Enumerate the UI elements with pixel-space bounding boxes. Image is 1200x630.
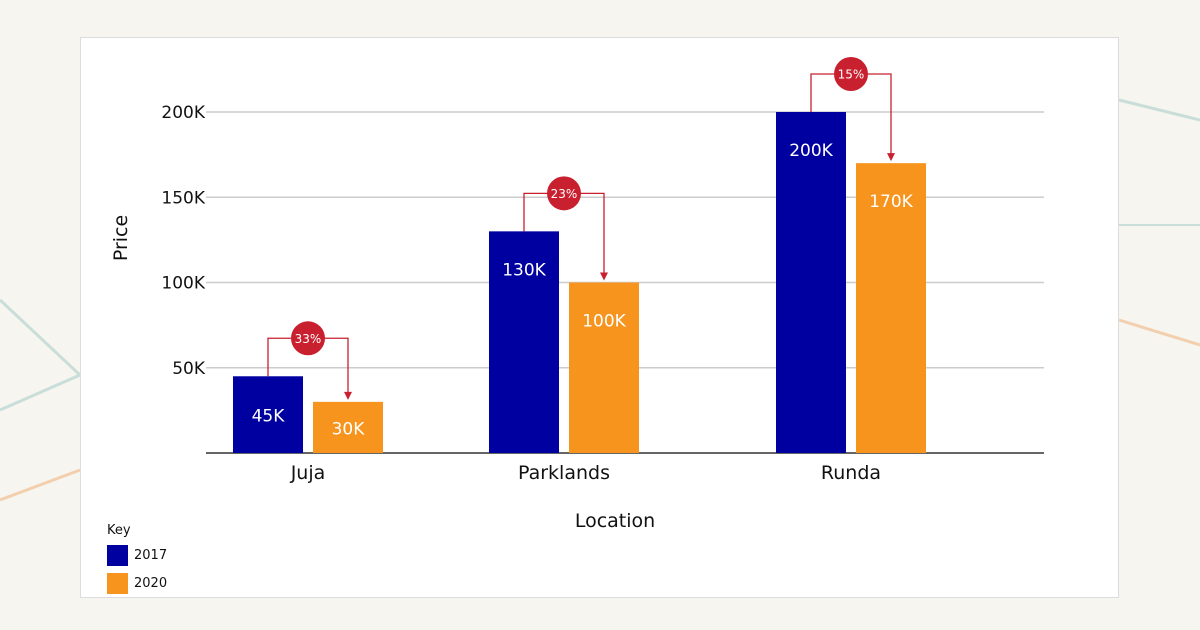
bar-2017-juja [233,376,303,453]
legend-label-2020: 2020 [134,576,168,591]
legend: Key 2017 2020 [107,523,167,599]
y-tick-label: 50K [172,359,206,379]
bar-value-label: 100K [582,312,626,332]
y-tick-label: 150K [161,188,205,208]
change-badge [291,321,325,356]
y-tick-label: 200K [161,103,205,123]
bar-2017-parklands [489,231,559,453]
change-arrowhead [600,272,608,281]
legend-label-2017: 2017 [134,548,168,563]
bar-value-label: 130K [502,260,546,280]
chart-card: 50K 100K 150K 200K 45K 30K Juja 33% 130K 100K Park… [80,37,1119,598]
legend-item-2020: 2020 [107,571,167,596]
change-arrowhead [344,391,352,400]
x-tick-label: Parklands [518,462,610,484]
legend-swatch-2020 [107,573,128,594]
bar-chart: 50K 100K 150K 200K 45K 30K Juja 33% 130K 100K Park… [110,57,1044,532]
change-badge [547,176,581,211]
change-arrowhead [887,153,895,162]
bar-2017-runda [776,112,846,453]
legend-item-2017: 2017 [107,543,167,568]
legend-title: Key [107,523,131,538]
bar-2020-juja [313,401,383,453]
bar-value-label: 200K [789,141,833,161]
legend-swatch-2017 [107,545,128,566]
bar-value-label: 30K [332,419,366,439]
bar-2020-parklands [569,282,639,453]
x-tick-label: Runda [821,462,881,484]
change-percent-label: 15% [838,68,865,82]
y-tick-label: 100K [161,274,205,294]
x-tick-label: Juja [290,462,326,484]
y-axis-title: Price [110,215,132,261]
change-percent-label: 33% [295,332,322,346]
change-badge [834,57,868,91]
x-axis-title: Location [575,510,655,532]
change-percent-label: 23% [551,187,578,201]
bar-value-label: 170K [869,192,913,212]
bar-2020-runda [856,163,926,453]
bar-value-label: 45K [252,407,286,427]
